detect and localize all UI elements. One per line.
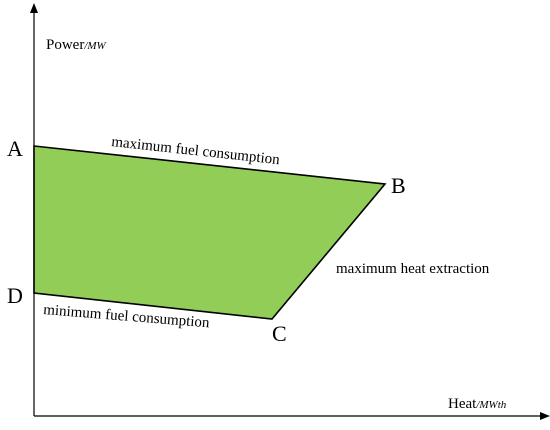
x-axis-label: Heat/MWth <box>448 396 507 412</box>
vertex-label-b: B <box>391 173 406 198</box>
vertex-label-c: C <box>272 321 287 346</box>
vertex-label-d: D <box>7 283 23 308</box>
feasible-operation-region <box>33 145 387 320</box>
edge-label-max-heat: maximum heat extraction <box>336 261 490 277</box>
vertex-label-a: A <box>7 136 23 161</box>
y-axis-label: Power/MW <box>46 37 107 53</box>
